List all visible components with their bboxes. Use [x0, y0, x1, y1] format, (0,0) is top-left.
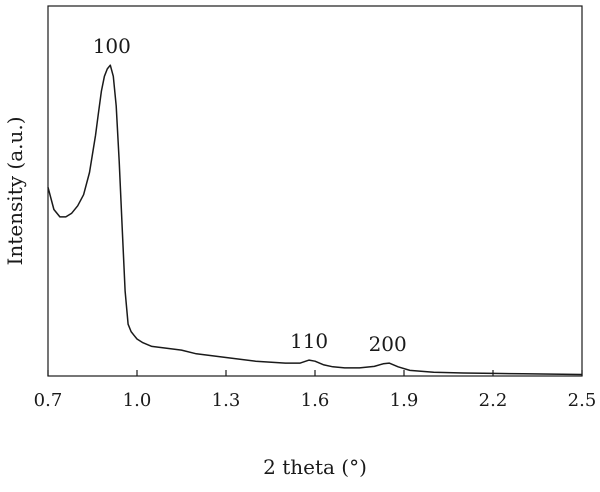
x-tick-label: 1.3: [212, 390, 241, 411]
y-axis-label: Intensity (a.u.): [3, 116, 27, 265]
x-tick-label: 2.2: [479, 390, 508, 411]
x-tick-label: 1.9: [390, 390, 419, 411]
x-axis-ticks: 0.7 1.0 1.3 1.6 1.9 2.2 2.5: [34, 370, 597, 411]
peak-label: 100: [93, 34, 131, 58]
x-tick-label: 2.5: [568, 390, 597, 411]
peak-label: 110: [290, 329, 328, 353]
x-tick-label: 1.0: [123, 390, 152, 411]
peak-label: 200: [369, 332, 407, 356]
x-tick-label: 0.7: [34, 390, 63, 411]
x-axis-label: 2 theta (°): [263, 455, 367, 479]
x-tick-label: 1.6: [301, 390, 330, 411]
peak-annotations: 100 110 200: [93, 34, 407, 356]
intensity-curve: [47, 64, 583, 376]
